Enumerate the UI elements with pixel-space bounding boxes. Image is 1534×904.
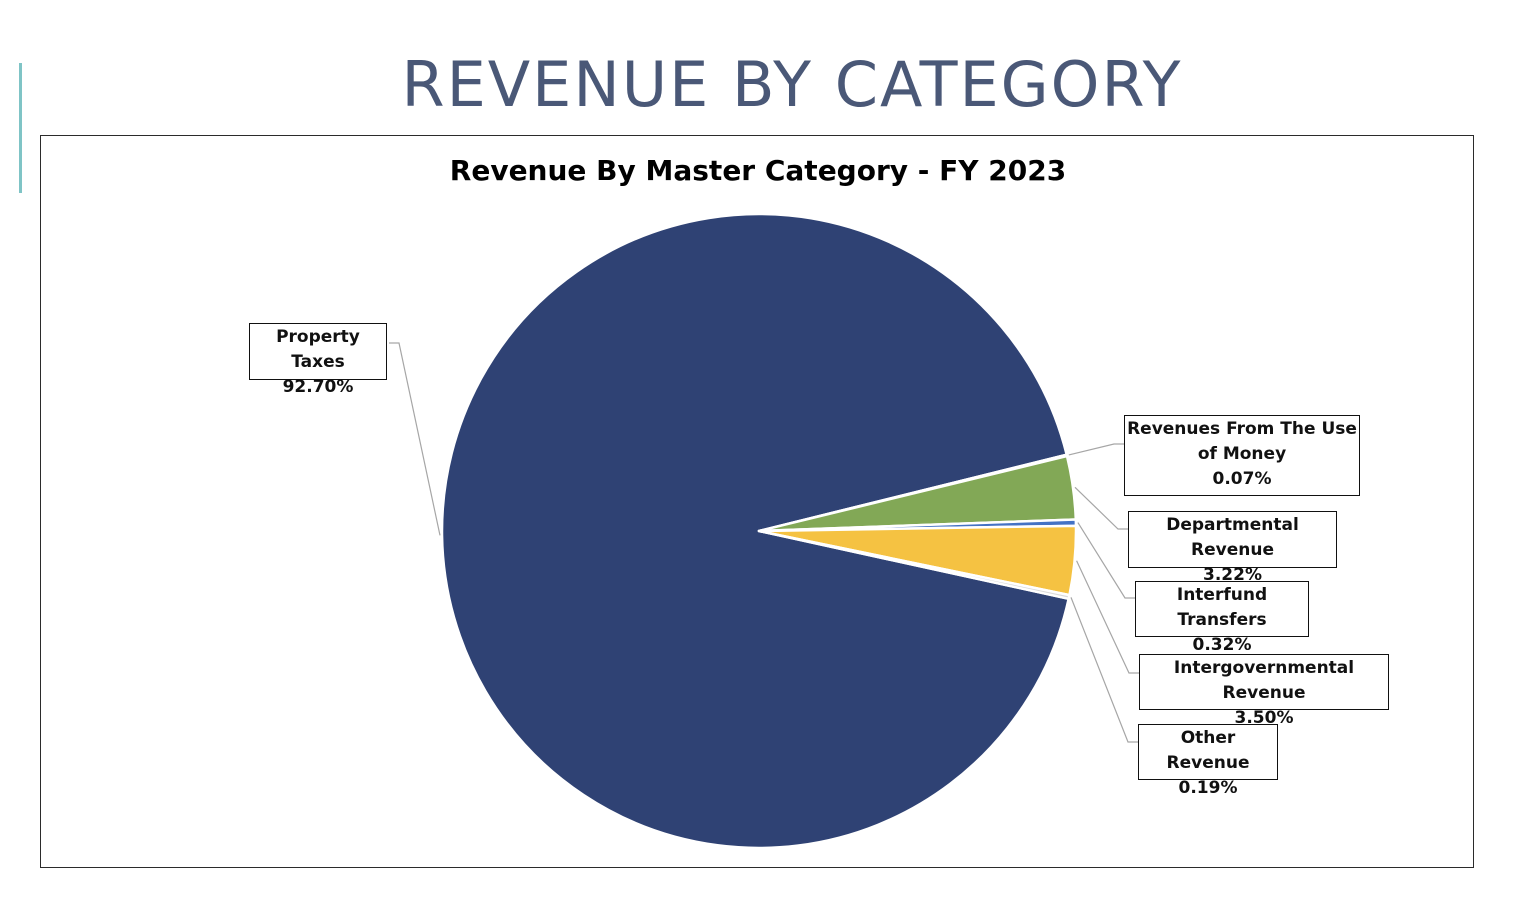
leader-line bbox=[1077, 522, 1135, 599]
leader-line bbox=[389, 342, 441, 536]
label-property-taxes: Property Taxes 92.70% bbox=[249, 323, 387, 397]
label-departmental-revenue: Departmental Revenue 3.22% bbox=[1128, 511, 1337, 585]
label-name: Property Taxes bbox=[276, 327, 360, 372]
label-value: 92.70% bbox=[282, 377, 354, 397]
slice-other-revenue bbox=[757, 529, 1071, 601]
label-other-revenue: Other Revenue 0.19% bbox=[1138, 724, 1278, 798]
chart-frame: Revenue By Master Category - FY 2023 Pro… bbox=[40, 135, 1474, 868]
label-value: 3.50% bbox=[1234, 708, 1294, 728]
slide-title: REVENUE BY CATEGORY bbox=[401, 48, 1183, 121]
leader-line bbox=[1070, 597, 1138, 743]
leader-line bbox=[1068, 443, 1124, 456]
label-value: 0.07% bbox=[1212, 469, 1272, 489]
label-name: Revenues From The Use of Money bbox=[1127, 419, 1357, 464]
label-value: 0.32% bbox=[1192, 635, 1252, 655]
leader-line bbox=[1074, 486, 1128, 530]
label-value: 3.22% bbox=[1203, 565, 1262, 585]
slice-property-taxes bbox=[440, 212, 1070, 850]
leader-line bbox=[1076, 560, 1139, 674]
chart-title: Revenue By Master Category - FY 2023 bbox=[449, 154, 1067, 187]
label-interfund-transfers: Interfund Transfers 0.32% bbox=[1135, 581, 1309, 655]
label-name: Other Revenue bbox=[1166, 728, 1250, 773]
label-name: Departmental Revenue bbox=[1166, 515, 1299, 560]
pie-chart bbox=[389, 212, 1139, 850]
label-name: Interfund Transfers bbox=[1176, 585, 1268, 630]
label-name: Intergovernmental Revenue bbox=[1173, 658, 1355, 703]
accent-bar bbox=[19, 63, 22, 193]
label-use-of-money: Revenues From The Use of Money 0.07% bbox=[1124, 415, 1360, 496]
label-intergovernmental-revenue: Intergovernmental Revenue 3.50% bbox=[1139, 654, 1389, 728]
label-value: 0.19% bbox=[1178, 778, 1238, 798]
